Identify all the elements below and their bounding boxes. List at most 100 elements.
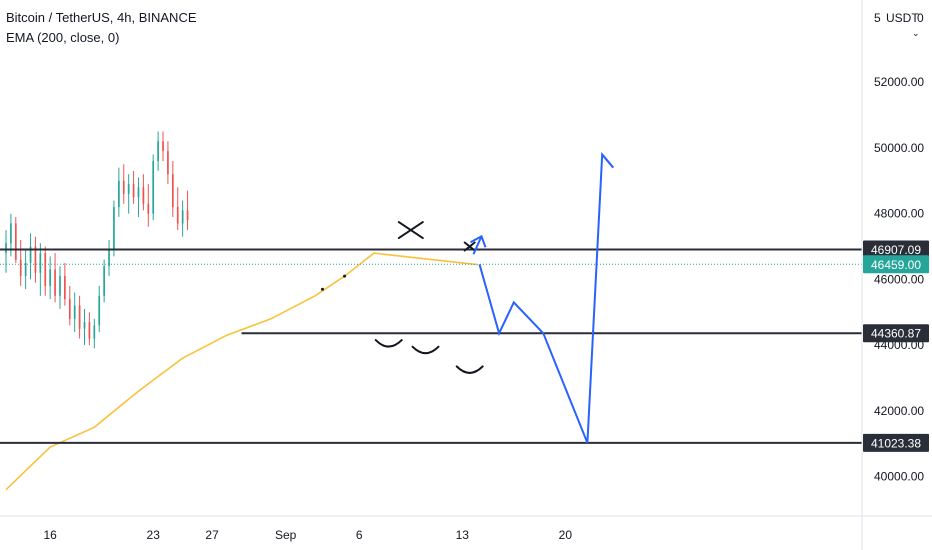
candle-body — [54, 269, 56, 296]
projection-start-arrow-stem — [472, 235, 483, 255]
candle[interactable] — [73, 292, 76, 332]
candle-body — [24, 262, 27, 277]
projection-start-arrow — [470, 234, 487, 248]
candle-body — [142, 187, 145, 204]
candle-body — [39, 253, 42, 273]
projection-arrowhead — [601, 153, 614, 169]
candle[interactable] — [167, 141, 169, 185]
candle[interactable] — [34, 236, 37, 283]
candle[interactable] — [103, 259, 105, 303]
current-price-label[interactable]: 46459.00 — [863, 255, 929, 274]
candle[interactable] — [122, 164, 125, 204]
candle-body — [186, 210, 189, 221]
candle-body — [29, 246, 32, 263]
currency-dropdown-icon[interactable]: ⌄ — [912, 28, 920, 38]
candle-body — [157, 141, 159, 162]
y-tick-label: 40000.00 — [874, 470, 924, 484]
candle-body — [49, 269, 52, 286]
currency-suffix: 0 — [917, 11, 924, 25]
candle[interactable] — [64, 262, 66, 306]
candle-body — [127, 184, 130, 194]
candle-body — [147, 203, 150, 214]
x-tick-label: 27 — [205, 528, 219, 542]
candle[interactable] — [147, 184, 150, 227]
y-tick-label: 46000.00 — [874, 272, 924, 286]
candle[interactable] — [142, 174, 145, 211]
candle-body — [93, 325, 96, 339]
x-tick-label: 16 — [43, 528, 57, 542]
svg-text:44360.87: 44360.87 — [871, 327, 921, 341]
symbol-title: Bitcoin / TetherUS, 4h, BINANCE — [6, 10, 197, 25]
candle-body — [122, 180, 125, 194]
x-tick-label: 13 — [456, 528, 470, 542]
candle-body — [10, 223, 12, 244]
candle[interactable] — [127, 174, 130, 214]
level-price-label[interactable]: 41023.38 — [863, 433, 929, 452]
y-tick-label: 52000.00 — [874, 75, 924, 89]
y-tick-label: 50000.00 — [874, 141, 924, 155]
candle-body — [5, 243, 7, 254]
candles-layer — [5, 131, 189, 349]
candle[interactable] — [5, 230, 7, 273]
candle-body — [117, 180, 120, 208]
level-price-label[interactable]: 44360.87 — [863, 324, 929, 343]
candle[interactable] — [181, 200, 184, 237]
candle[interactable] — [88, 312, 91, 346]
candle[interactable] — [137, 177, 140, 217]
projection-path[interactable] — [478, 151, 614, 444]
candle[interactable] — [157, 131, 159, 171]
candle[interactable] — [39, 243, 42, 296]
candle[interactable] — [44, 246, 47, 296]
candle[interactable] — [54, 253, 56, 303]
candle-body — [88, 322, 91, 339]
candle[interactable] — [132, 170, 135, 204]
candle[interactable] — [83, 308, 86, 346]
candle[interactable] — [162, 131, 164, 162]
candle-body — [83, 322, 86, 329]
candle-body — [64, 276, 66, 300]
candle[interactable] — [113, 200, 115, 257]
ema-indicator-label: EMA (200, close, 0) — [6, 30, 120, 45]
candle[interactable] — [29, 233, 32, 280]
candle[interactable] — [24, 249, 27, 290]
candle[interactable] — [108, 239, 110, 277]
candle[interactable] — [152, 154, 155, 221]
cross-mark — [463, 241, 476, 252]
candle[interactable] — [93, 318, 96, 349]
candle-body — [162, 141, 164, 152]
smile-mark — [455, 365, 484, 374]
candle-body — [132, 184, 135, 198]
price-labels-layer: 46907.09 44360.87 41023.38 46459.00 — [863, 240, 929, 452]
x-tick-label: 6 — [356, 528, 363, 542]
candle[interactable] — [19, 239, 22, 286]
dot-mark — [320, 287, 324, 291]
x-tick-label: 20 — [559, 528, 573, 542]
candle[interactable] — [176, 187, 179, 231]
candle[interactable] — [49, 256, 52, 300]
ema-line — [5, 252, 478, 491]
y-tick-label: 42000.00 — [874, 404, 924, 418]
candle-body — [14, 223, 17, 260]
candle-body — [98, 295, 101, 326]
candle[interactable] — [14, 216, 17, 263]
dot-mark — [343, 274, 347, 278]
candle[interactable] — [59, 266, 61, 309]
candle-body — [59, 276, 61, 296]
chart-legend: Bitcoin / TetherUS, 4h, BINANCE EMA (200… — [6, 8, 197, 48]
partial-top-tick-label: 5 — [874, 11, 881, 25]
candle-body — [108, 249, 110, 267]
candle[interactable] — [171, 161, 174, 217]
candle[interactable] — [98, 285, 101, 332]
candle-body — [152, 161, 155, 214]
candle[interactable] — [117, 167, 120, 217]
level-price-label[interactable]: 46907.09 — [863, 240, 929, 259]
x-tick-label: 23 — [147, 528, 161, 542]
candle[interactable] — [78, 295, 81, 339]
candle[interactable] — [186, 190, 189, 231]
cross-mark — [397, 221, 424, 240]
smile-mark — [374, 339, 403, 348]
candle[interactable] — [68, 285, 71, 326]
currency-label[interactable]: USDT — [886, 11, 919, 25]
